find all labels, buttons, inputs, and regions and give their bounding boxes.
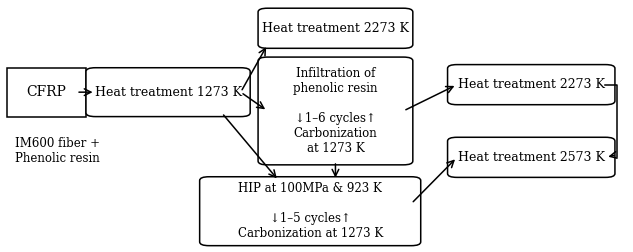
FancyBboxPatch shape bbox=[448, 65, 615, 105]
Text: HIP at 100MPa & 923 K

↓1–5 cycles↑
Carbonization at 1273 K: HIP at 100MPa & 923 K ↓1–5 cycles↑ Carbo… bbox=[237, 182, 383, 240]
FancyBboxPatch shape bbox=[199, 177, 421, 246]
Text: Heat treatment 1273 K: Heat treatment 1273 K bbox=[94, 86, 242, 99]
FancyBboxPatch shape bbox=[448, 137, 615, 177]
FancyBboxPatch shape bbox=[86, 68, 250, 117]
FancyBboxPatch shape bbox=[7, 68, 85, 117]
FancyBboxPatch shape bbox=[258, 57, 413, 165]
Text: Heat treatment 2273 K: Heat treatment 2273 K bbox=[458, 78, 605, 91]
Text: Heat treatment 2273 K: Heat treatment 2273 K bbox=[262, 22, 409, 35]
FancyBboxPatch shape bbox=[258, 8, 413, 48]
Text: CFRP: CFRP bbox=[26, 85, 66, 99]
Text: Heat treatment 2573 K: Heat treatment 2573 K bbox=[458, 151, 605, 164]
Text: IM600 fiber +
Phenolic resin: IM600 fiber + Phenolic resin bbox=[15, 137, 99, 165]
Text: Infiltration of
phenolic resin

↓1–6 cycles↑
Carbonization
at 1273 K: Infiltration of phenolic resin ↓1–6 cycl… bbox=[293, 67, 378, 155]
